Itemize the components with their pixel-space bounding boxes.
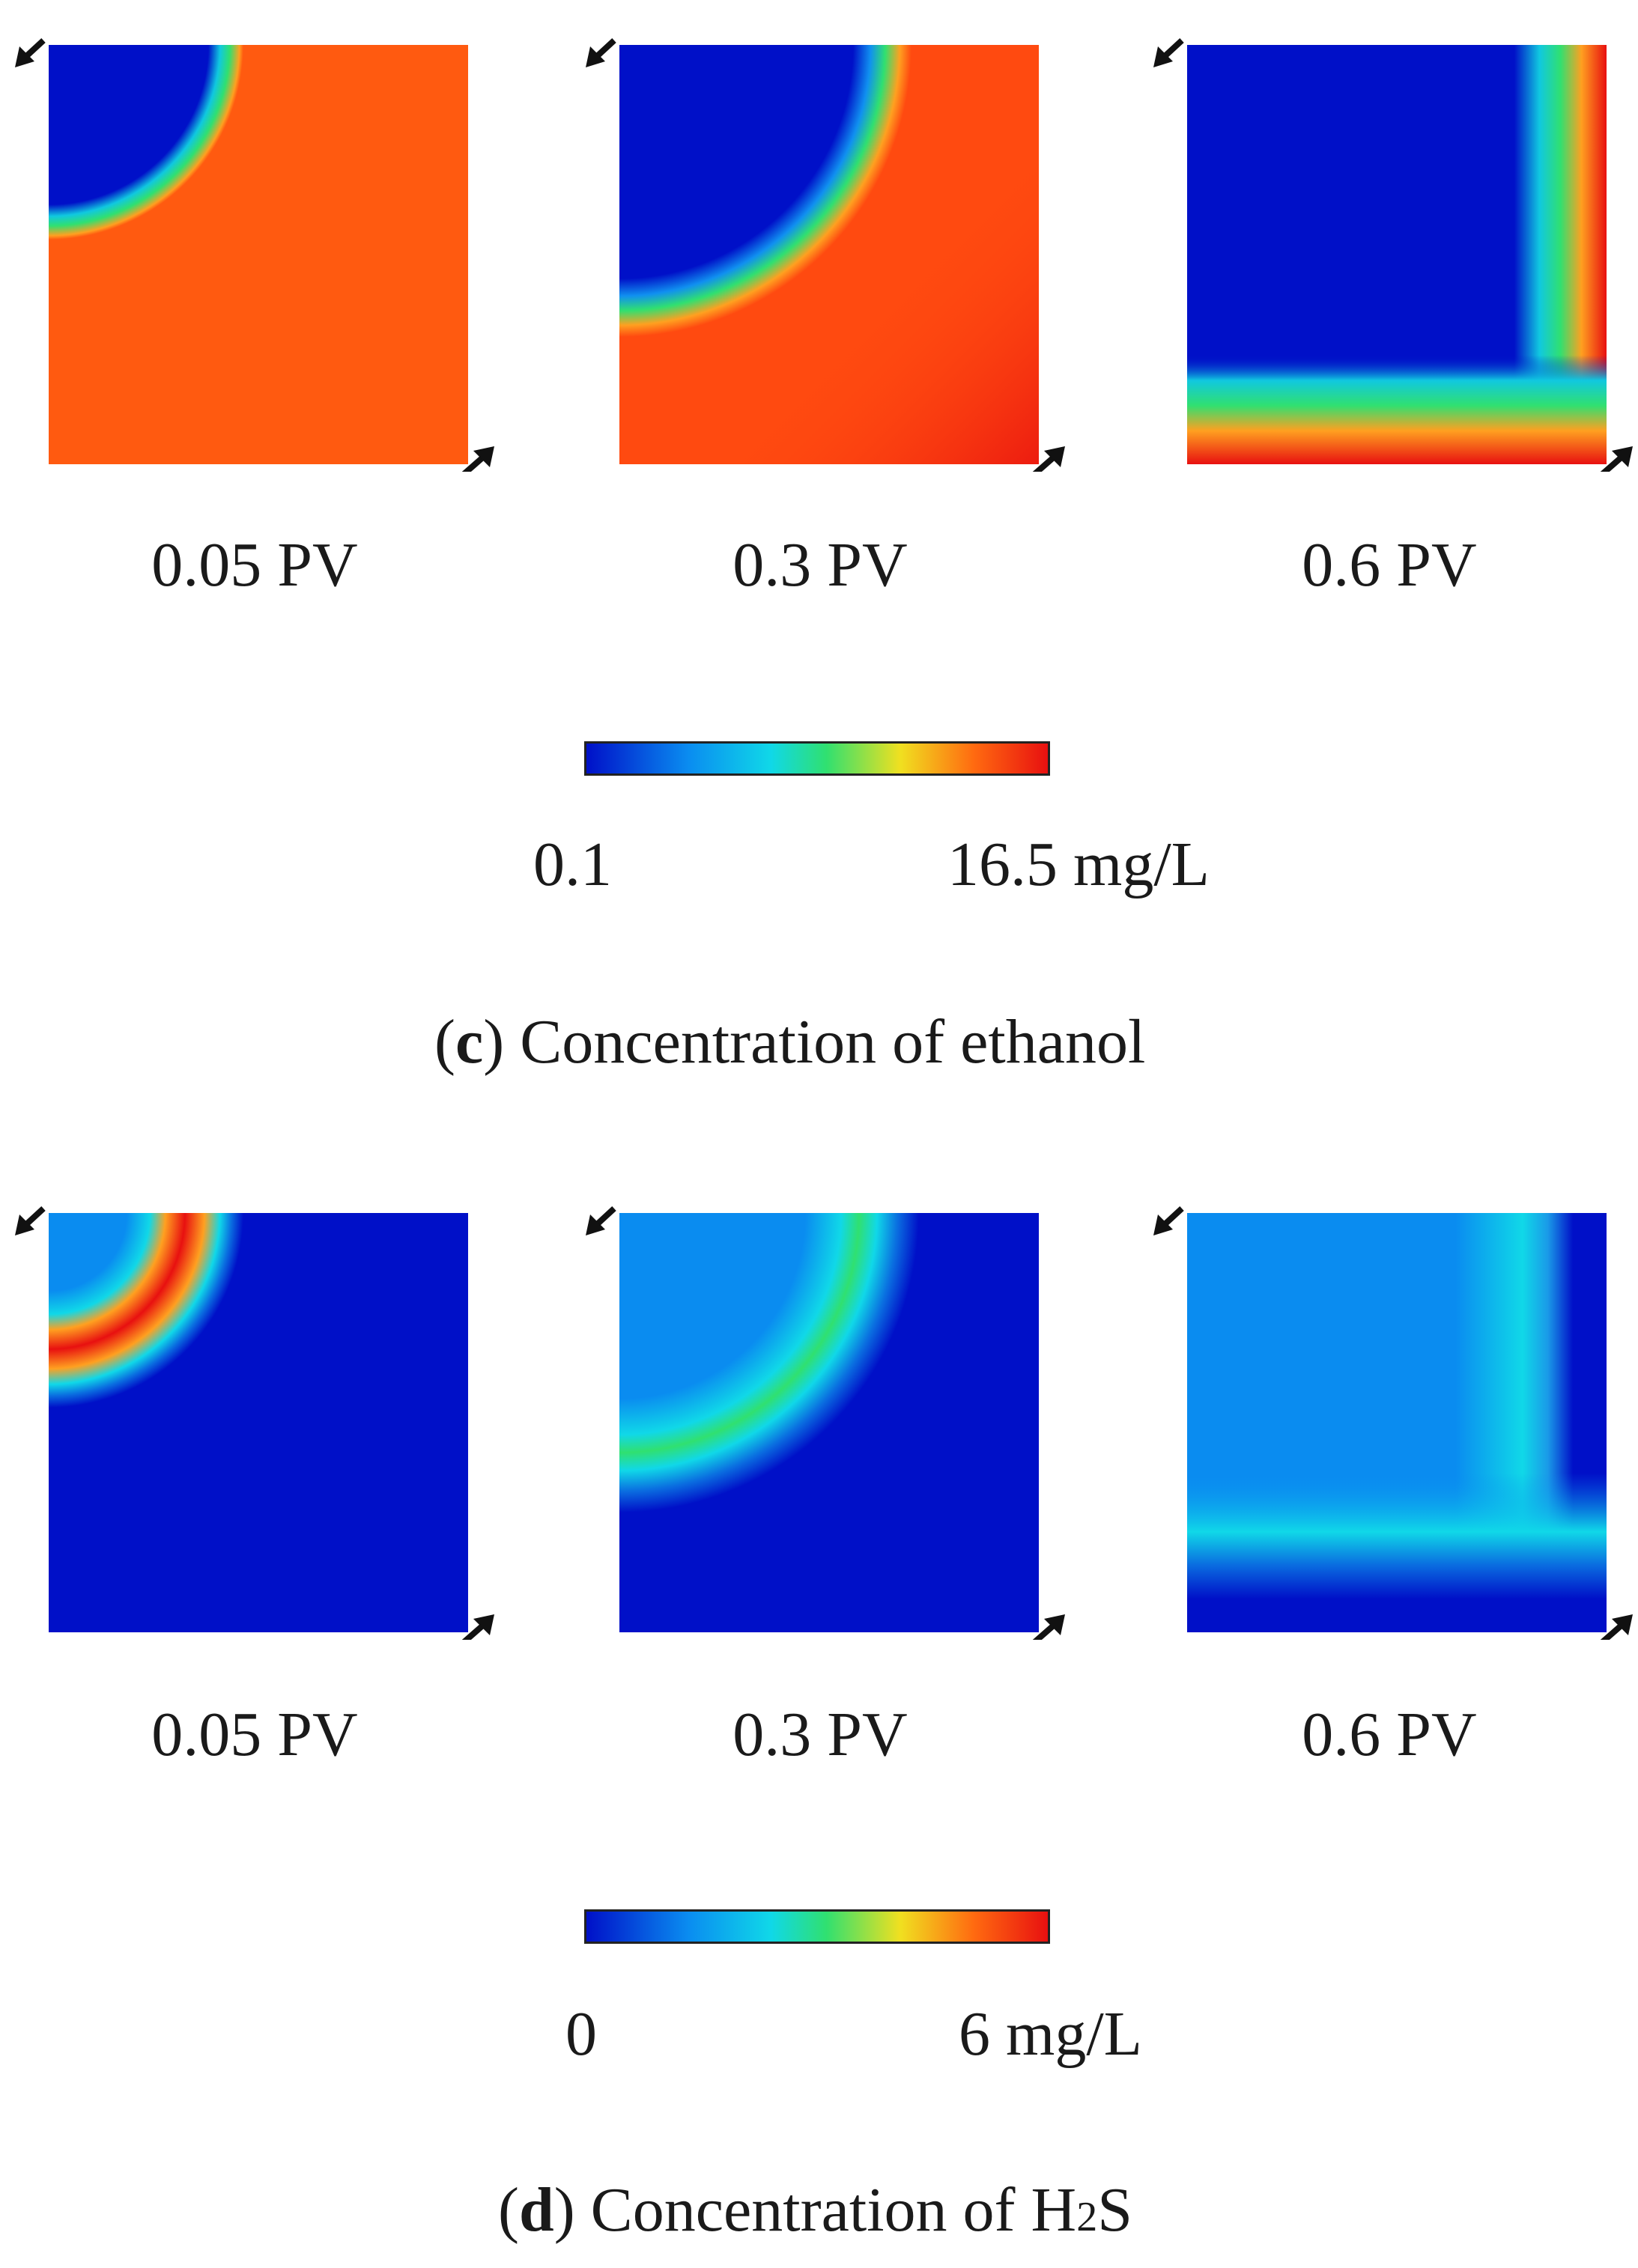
outflow-arrow-icon	[1032, 1614, 1065, 1640]
outflow-arrow-icon	[461, 446, 494, 472]
ethanol-colorbar	[584, 741, 1050, 776]
inflow-arrow-icon	[1153, 38, 1184, 67]
outflow-arrow-icon	[1600, 1614, 1633, 1640]
h2s-panel-0.05pv	[15, 1191, 494, 1640]
inflow-arrow-icon	[1153, 1206, 1184, 1235]
inflow-arrow-icon	[15, 1206, 46, 1235]
h2s-panel-0.6pv	[1153, 1191, 1633, 1640]
h2s-colorbar	[584, 1909, 1050, 1944]
ethanol-panel-0.6pv	[1153, 22, 1633, 472]
h2s-colorbar-max: 6 mg/L	[959, 1999, 1142, 2069]
h2s-panel-0.3pv	[586, 1191, 1065, 1640]
inflow-arrow-icon	[586, 1206, 616, 1235]
h2s-caption: (d) Concentration of H2S	[498, 2175, 1132, 2245]
h2s-label-0.3pv: 0.3 PV	[732, 1700, 908, 1769]
h2s-label-0.05pv: 0.05 PV	[151, 1700, 358, 1769]
inflow-arrow-icon	[15, 38, 46, 67]
h2s-colorbar-min: 0	[565, 1999, 597, 2069]
ethanol-colorbar-min: 0.1	[533, 830, 612, 899]
ethanol-panel-0.05pv	[15, 22, 494, 472]
inflow-arrow-icon	[586, 38, 616, 67]
ethanol-caption: (c) Concentration of ethanol	[434, 1007, 1146, 1077]
ethanol-colorbar-max: 16.5 mg/L	[947, 830, 1210, 899]
h2s-label-0.6pv: 0.6 PV	[1302, 1700, 1477, 1769]
outflow-arrow-icon	[1032, 446, 1065, 472]
ethanol-label-0.6pv: 0.6 PV	[1302, 530, 1477, 600]
outflow-arrow-icon	[1600, 446, 1633, 472]
outflow-arrow-icon	[461, 1614, 494, 1640]
ethanol-label-0.3pv: 0.3 PV	[732, 530, 908, 600]
ethanol-label-0.05pv: 0.05 PV	[151, 530, 358, 600]
ethanol-panel-0.3pv	[586, 22, 1065, 472]
